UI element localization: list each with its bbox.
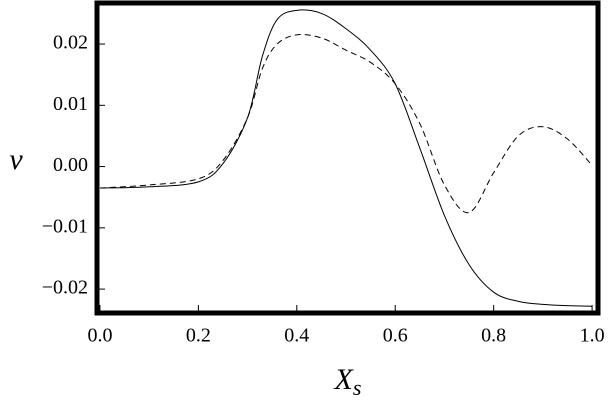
x-tick-label: 0.8	[481, 325, 506, 347]
x-tick-label: 1.0	[580, 325, 605, 347]
x-axis-label-sub: s	[353, 375, 362, 400]
series-line	[99, 9, 593, 307]
x-axis-label-main: X	[334, 363, 355, 396]
series-line	[99, 34, 593, 214]
y-tick-label: 0.00	[53, 154, 88, 176]
y-tick-label: −0.01	[42, 215, 88, 237]
x-tick-label: 0.0	[87, 325, 112, 347]
x-tick-label: 0.6	[383, 325, 408, 347]
y-tick-label: 0.02	[53, 32, 88, 54]
y-tick-label: −0.02	[42, 277, 88, 299]
x-tick-label: 0.4	[284, 325, 309, 347]
plot-frame	[94, 0, 601, 316]
x-tick-label: 0.2	[186, 325, 211, 347]
y-axis-label: v	[9, 143, 23, 176]
x-axis-label: Xs	[334, 363, 362, 400]
y-tick-label: 0.01	[53, 93, 88, 115]
